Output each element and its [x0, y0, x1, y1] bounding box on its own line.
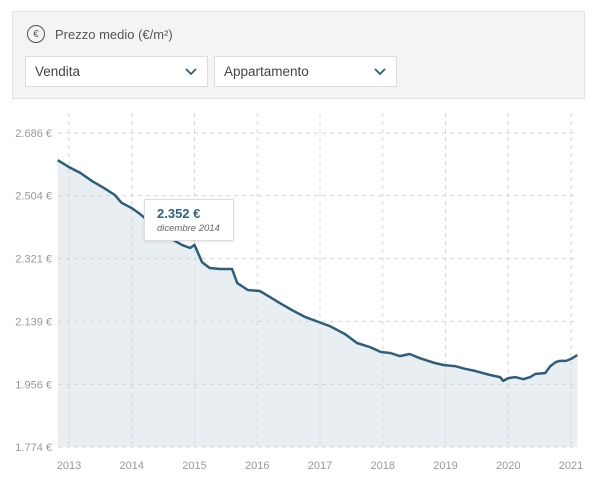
select-value: Vendita [35, 64, 81, 79]
euro-icon: € [27, 25, 45, 43]
panel-title: € Prezzo medio (€/m²) [27, 25, 173, 43]
x-tick-label: 2017 [308, 460, 332, 472]
y-tick-label: 2.504 € [15, 191, 52, 203]
tooltip-date: dicembre 2014 [157, 223, 220, 234]
title-text: Prezzo medio (€/m²) [55, 26, 173, 42]
x-tick-label: 2021 [559, 460, 583, 472]
y-tick-label: 1.956 € [15, 379, 52, 391]
x-tick-label: 2015 [182, 460, 206, 472]
x-tick-label: 2014 [120, 460, 144, 472]
chevron-down-icon [374, 67, 386, 75]
y-tick-label: 2.139 € [15, 316, 52, 328]
chevron-down-icon [185, 67, 197, 75]
area-fill [57, 160, 578, 447]
y-tick-label: 1.774 € [15, 442, 52, 454]
property-type-select[interactable]: Appartamento [214, 56, 397, 87]
x-tick-label: 2018 [371, 460, 395, 472]
select-value: Appartamento [224, 64, 309, 79]
contract-type-select[interactable]: Vendita [25, 56, 208, 87]
x-tick-label: 2019 [433, 460, 457, 472]
tooltip: 2.352 € dicembre 2014 [144, 199, 234, 241]
y-tick-label: 2.321 € [15, 254, 52, 266]
filter-panel: € Prezzo medio (€/m²) Vendita Appartamen… [12, 11, 585, 99]
x-tick-label: 2016 [245, 460, 269, 472]
y-tick-label: 2.686 € [15, 128, 52, 140]
x-tick-label: 2020 [496, 460, 520, 472]
tooltip-value: 2.352 € [157, 206, 201, 221]
x-tick-label: 2013 [57, 460, 81, 472]
